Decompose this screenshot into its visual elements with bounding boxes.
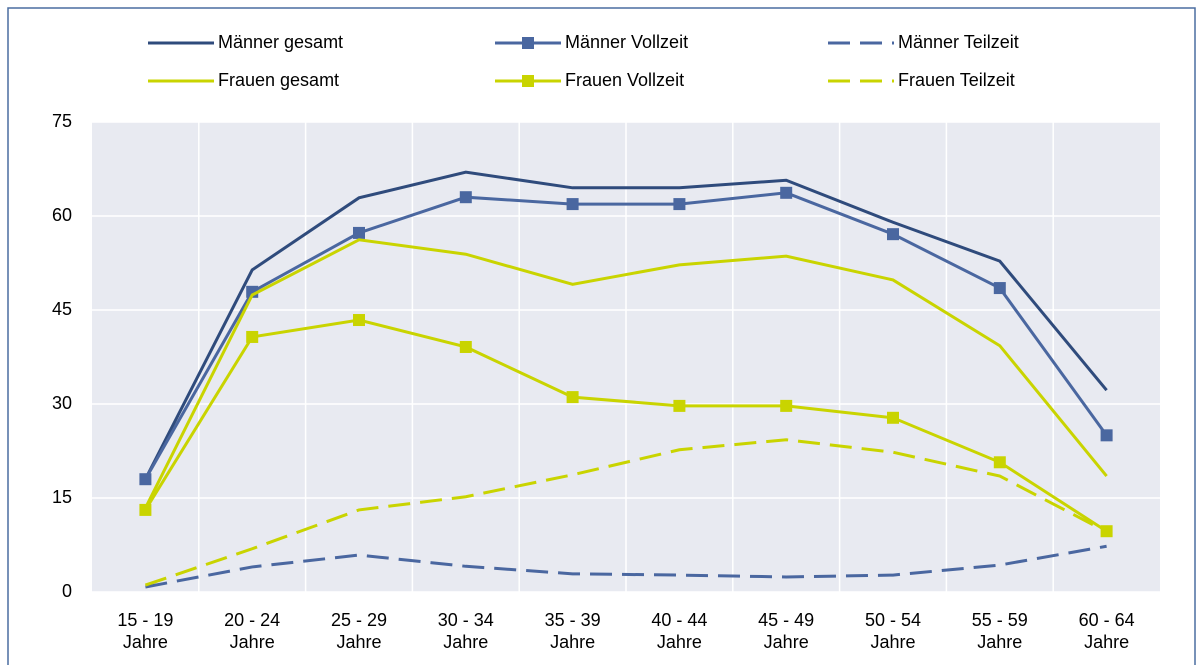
y-tick-label: 30: [52, 393, 72, 413]
x-tick-label: 45 - 49 Jahre: [758, 610, 815, 652]
series-line: [144, 238, 1108, 509]
legend-label: Männer Teilzeit: [898, 32, 1019, 52]
x-tick-label: 60 - 64 Jahre: [1078, 610, 1135, 652]
marker: [1100, 429, 1113, 442]
marker: [566, 198, 579, 211]
legend-label: Frauen Vollzeit: [565, 70, 684, 90]
marker: [780, 186, 793, 199]
y-tick-label: 75: [52, 111, 72, 131]
series-line: [144, 438, 1108, 587]
y-tick-label: 60: [52, 205, 72, 225]
x-tick-label: 50 - 54 Jahre: [864, 610, 922, 652]
y-tick-label: 45: [52, 299, 72, 319]
marker: [566, 391, 579, 404]
marker: [353, 314, 365, 327]
marker: [459, 340, 472, 353]
marker: [673, 399, 686, 412]
y-tick-label: 15: [52, 487, 72, 507]
legend-label: Männer gesamt: [218, 32, 343, 52]
x-tick-label: 35 - 39 Jahre: [544, 610, 601, 652]
marker: [993, 282, 1006, 295]
marker: [353, 226, 365, 239]
legend-marker: [522, 75, 534, 87]
x-tick-label: 40 - 44 Jahre: [651, 610, 708, 652]
marker: [459, 191, 472, 204]
legend-marker: [522, 37, 534, 49]
legend-label: Frauen Teilzeit: [898, 70, 1015, 90]
series-line: [144, 318, 1108, 533]
marker: [887, 411, 899, 424]
marker: [139, 473, 152, 486]
marker: [246, 330, 259, 343]
x-tick-label: 30 - 34 Jahre: [437, 610, 494, 652]
x-tick-label: 15 - 19 Jahre: [117, 610, 174, 652]
marker: [993, 456, 1006, 469]
series-line: [145, 544, 1107, 589]
legend-label: Männer Vollzeit: [565, 32, 688, 52]
x-tick-label: 25 - 29 Jahre: [330, 610, 388, 652]
marker: [780, 399, 793, 412]
series-line: [144, 170, 1108, 480]
legend-label: Frauen gesamt: [218, 70, 339, 90]
x-tick-label: 55 - 59 Jahre: [971, 610, 1028, 652]
series-line: [144, 191, 1108, 480]
marker: [139, 503, 152, 516]
y-tick-label: 0: [62, 581, 72, 601]
x-tick-label: 20 - 24 Jahre: [224, 610, 281, 652]
marker: [887, 228, 899, 241]
marker: [673, 198, 686, 211]
